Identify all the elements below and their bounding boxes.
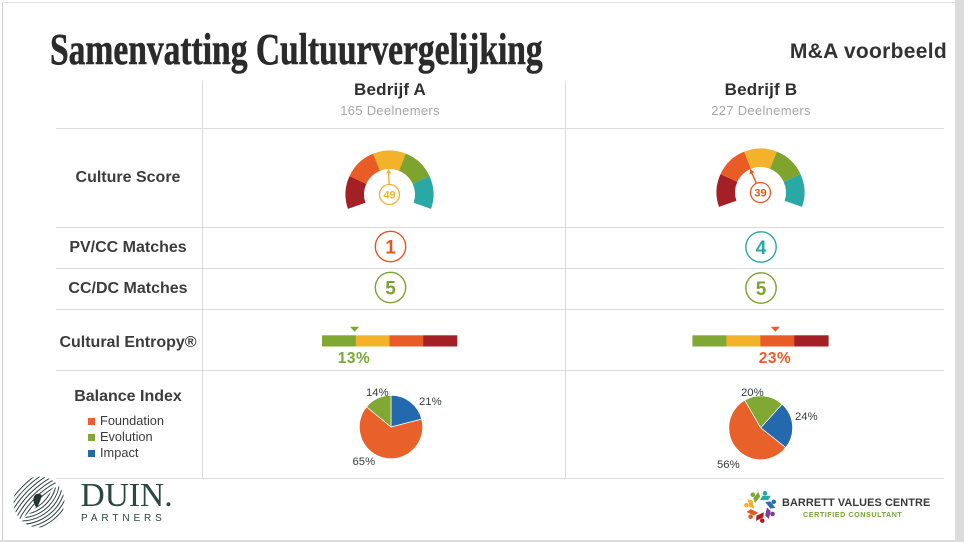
svg-text:39: 39 [754, 188, 766, 200]
svg-text:1: 1 [385, 238, 396, 259]
svg-text:4: 4 [756, 238, 767, 259]
svg-text:5: 5 [385, 279, 396, 300]
svg-text:5: 5 [756, 279, 767, 300]
svg-text:49: 49 [383, 190, 395, 202]
